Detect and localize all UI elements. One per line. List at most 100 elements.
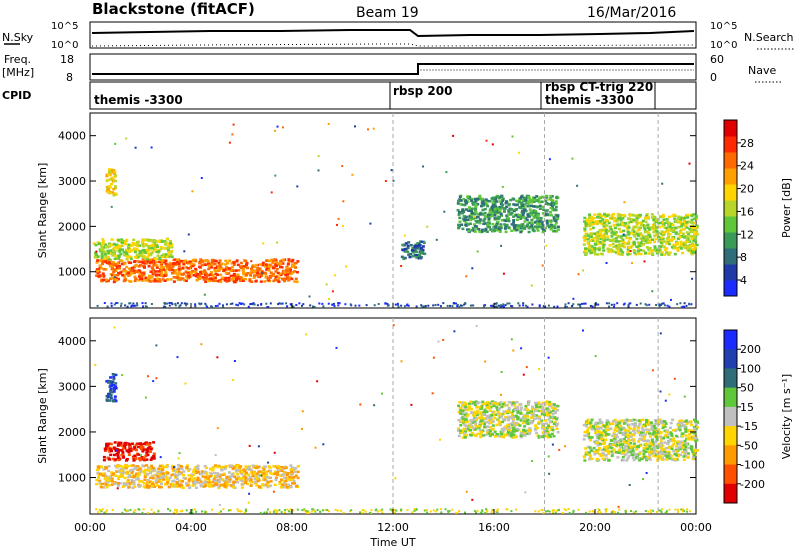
data-cell [647, 239, 650, 242]
data-cell [291, 260, 294, 263]
data-cell [460, 304, 462, 306]
data-cell [164, 243, 167, 246]
data-cell [129, 446, 132, 449]
data-cell [474, 225, 477, 228]
data-cell [183, 250, 185, 252]
data-cell [683, 459, 686, 462]
data-cell [515, 422, 518, 425]
data-cell [503, 418, 506, 421]
data-cell [503, 210, 506, 213]
data-cell [244, 260, 247, 263]
data-cell [180, 465, 183, 468]
data-cell [531, 406, 534, 409]
data-cell [500, 433, 503, 436]
data-cell [682, 233, 685, 236]
data-cell [137, 474, 140, 477]
data-cell [490, 206, 493, 209]
data-cell [657, 236, 660, 239]
colorbar-segment [724, 184, 737, 201]
data-cell [647, 224, 650, 227]
data-cell [153, 280, 156, 283]
data-cell [481, 401, 484, 404]
data-cell [350, 303, 352, 305]
data-cell [602, 249, 605, 252]
data-cell [132, 269, 135, 272]
data-cell [132, 303, 134, 305]
data-cell [104, 483, 107, 486]
data-cell [150, 244, 153, 247]
data-cell [278, 281, 281, 284]
data-cell [628, 455, 631, 458]
data-cell [318, 303, 320, 305]
data-cell [649, 247, 652, 250]
data-cell [506, 303, 508, 305]
data-cell [685, 434, 688, 437]
data-cell [603, 233, 606, 236]
data-cell [541, 435, 544, 438]
data-cell [541, 408, 544, 411]
data-cell [202, 276, 205, 279]
data-cell [596, 220, 599, 223]
data-cell [208, 264, 211, 267]
data-cell [620, 249, 623, 252]
data-cell [262, 262, 265, 265]
data-cell [597, 213, 600, 216]
data-cell [264, 466, 267, 469]
data-cell [584, 228, 587, 231]
data-cell [204, 281, 207, 284]
y-tick-label: 4000 [58, 130, 86, 143]
data-cell [519, 424, 522, 427]
data-cell [692, 251, 695, 254]
data-cell [547, 199, 549, 201]
data-cell [255, 475, 258, 478]
data-cell [229, 142, 231, 144]
data-cell [143, 250, 146, 253]
data-cell [281, 266, 284, 269]
data-cell [280, 303, 282, 305]
data-cell [354, 125, 356, 127]
data-cell [140, 255, 143, 258]
data-cell [644, 252, 647, 255]
data-cell [675, 219, 678, 222]
data-cell [627, 243, 630, 246]
data-cell [164, 271, 167, 274]
data-cell [615, 219, 618, 222]
data-cell [111, 305, 113, 307]
data-cell [628, 226, 631, 229]
data-cell [136, 241, 139, 244]
data-cell [505, 231, 508, 234]
data-cell [635, 238, 638, 241]
data-cell [510, 208, 513, 211]
data-cell [633, 442, 636, 445]
data-cell [415, 256, 418, 259]
cpid-panel: CPID themis -3300 rbsp 200 rbsp CT-trig … [2, 80, 696, 109]
data-cell [600, 427, 603, 430]
data-cell [470, 434, 473, 437]
colorbar-tick-label: 24 [740, 160, 754, 173]
data-cell [235, 269, 238, 272]
data-cell [229, 475, 232, 478]
data-cell [232, 486, 235, 489]
data-cell [647, 232, 650, 235]
data-cell [171, 303, 173, 305]
data-cell [519, 305, 521, 307]
data-cell [165, 476, 168, 479]
data-cell [384, 303, 386, 305]
data-cell [114, 458, 117, 461]
data-cell [99, 265, 102, 268]
data-cell [510, 305, 512, 307]
data-cell [519, 403, 522, 406]
data-cell [219, 259, 222, 262]
data-cell [120, 454, 123, 457]
data-cell [125, 459, 128, 462]
data-cell [138, 480, 141, 483]
data-cell [263, 468, 266, 471]
data-cell [442, 302, 444, 304]
data-cell [296, 185, 298, 187]
data-cell [118, 442, 121, 445]
data-cell [524, 434, 527, 437]
data-cell [192, 470, 195, 473]
data-cell [622, 230, 625, 233]
data-cell [601, 253, 604, 256]
data-cell [177, 302, 179, 304]
